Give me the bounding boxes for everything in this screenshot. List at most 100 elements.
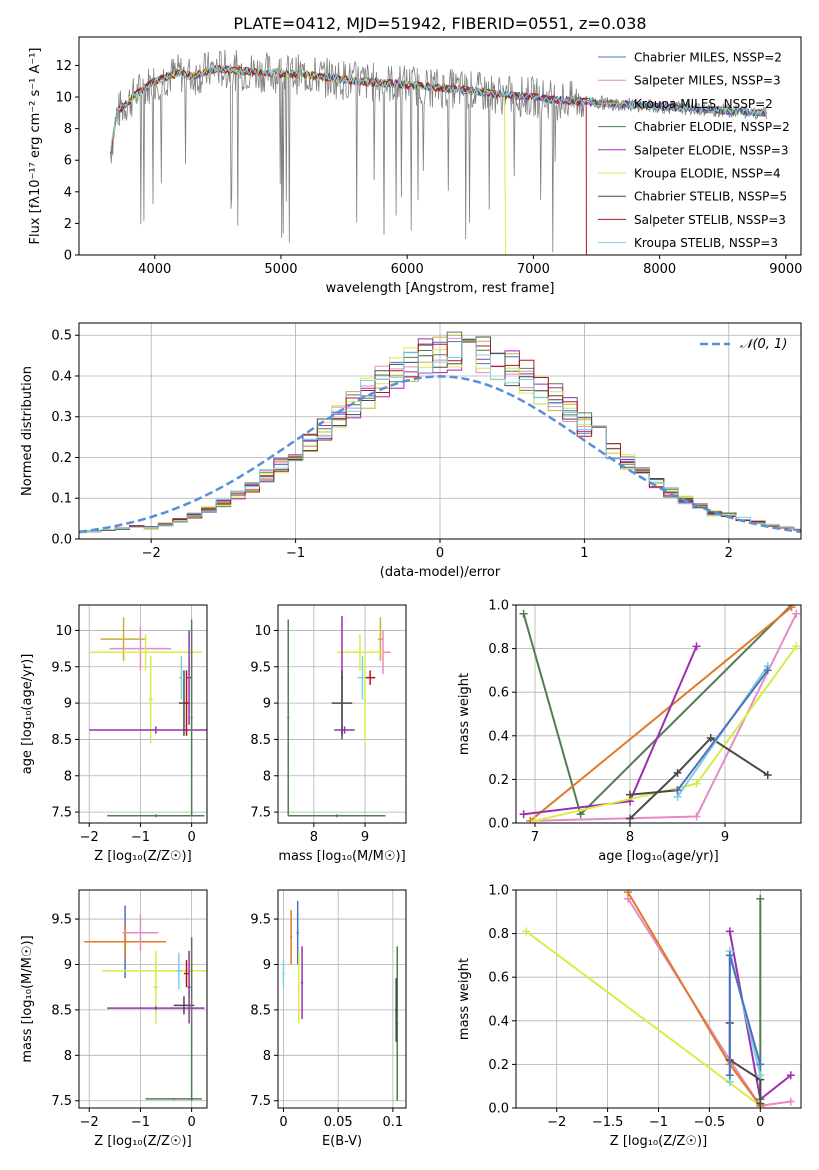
x-axis-label: wavelength [Angstrom, rest frame] [326, 281, 555, 296]
x-axis-label: E(B-V) [322, 1134, 362, 1149]
error-bar-point [190, 619, 193, 816]
x-axis-label: Z [log₁₀(Z/Z☉)] [94, 849, 191, 864]
error-bar-point [290, 909, 293, 965]
plot-area [79, 323, 801, 539]
series-marker [522, 927, 531, 936]
series-marker [756, 894, 765, 903]
y-tick-label: 8 [64, 1049, 72, 1064]
y-tick-label: 0.4 [488, 1014, 509, 1029]
legend-label: Chabrier ELODIE, NSSP=2 [634, 120, 790, 134]
figure-title: PLATE=0412, MJD=51942, FIBERID=0551, z=0… [233, 14, 646, 33]
plot-area [110, 49, 767, 255]
panel-residuals: −2 −1 0 1 2 0.0 0.1 0.2 0.3 0.4 0.5 (data-model)/er… [20, 322, 802, 580]
y-tick-label: 8 [263, 769, 271, 784]
axes-frame [277, 604, 407, 824]
x-tick-label: 9000 [769, 262, 802, 277]
x-tick-label: −0.5 [694, 1115, 726, 1130]
histogram-salpeter_elodie [79, 338, 801, 533]
x-tick-label: 2 [725, 546, 733, 561]
series-marker [725, 1071, 734, 1080]
y-tick-label: 9 [263, 697, 271, 712]
axes-frame [78, 889, 208, 1109]
plot-area [278, 890, 406, 1108]
x-tick-label: −2 [80, 1115, 99, 1130]
series-marker [519, 810, 528, 819]
series-marker [786, 1097, 795, 1106]
error-bar-point [84, 925, 167, 959]
legend-label: Salpeter MILES, NSSP=3 [634, 74, 781, 88]
x-tick-label: −1 [649, 1115, 668, 1130]
series-marker [623, 890, 632, 897]
spectrum-model-line-kroupa_stelib [110, 64, 767, 153]
series-marker [756, 1060, 765, 1069]
series-marker [706, 733, 715, 742]
x-tick-label: 7000 [517, 262, 550, 277]
error-bar-point [364, 655, 367, 744]
y-axis-label: Flux [fλ10⁻¹⁷ erg cm⁻² s⁻¹ A⁻¹] [28, 48, 43, 245]
error-bar-point [186, 630, 192, 725]
y-tick-label: 10 [55, 91, 72, 106]
y-axis-label: mass weight [457, 673, 472, 755]
legend-label: Salpeter STELIB, NSSP=3 [634, 213, 786, 227]
series-line-chabrier_stelib [629, 736, 769, 820]
axes-frame [78, 604, 208, 824]
x-tick-label: 0 [279, 1115, 287, 1130]
x-tick-label: 9 [721, 830, 729, 845]
y-tick-label: 4 [64, 185, 72, 200]
x-tick-label: 1 [580, 546, 588, 561]
y-axis-label: Normed distribution [20, 366, 35, 496]
x-tick-label: −1 [286, 546, 305, 561]
y-tick-label: 8.5 [250, 733, 271, 748]
series-marker [725, 927, 734, 936]
normal-curve [79, 375, 801, 534]
x-tick-label: −1 [131, 1115, 150, 1130]
y-tick-label: 8.5 [51, 733, 72, 748]
histogram-kroupa_stelib [79, 338, 801, 533]
error-bar-point [100, 617, 147, 661]
y-tick-label: 7.5 [51, 1094, 72, 1109]
plot-area [278, 605, 406, 823]
axes-frame [78, 36, 802, 256]
y-tick-label: 0.4 [51, 369, 72, 384]
histogram-chabrier_miles [79, 341, 801, 534]
series-marker [763, 666, 772, 675]
x-tick-label: 0 [187, 1115, 195, 1130]
spectrum-data-line [110, 49, 767, 253]
x-axis-label: mass [log₁₀(M/M☉)] [278, 849, 405, 864]
series-marker [519, 609, 528, 618]
panel-mass_vs_ebv: 0 0.05 0.1 7.5 8 8.5 9 9.5 E(B-V) [250, 889, 407, 1149]
y-tick-label: 12 [55, 59, 72, 74]
y-tick-label: 8.5 [51, 1003, 72, 1018]
series-marker [626, 790, 634, 799]
legend-label: Chabrier STELIB, NSSP=5 [634, 190, 787, 204]
error-bar-point [89, 634, 202, 671]
y-tick-label: 0.4 [488, 729, 509, 744]
y-tick-label: 0.5 [51, 329, 72, 344]
series-marker [692, 779, 701, 788]
series-marker [792, 609, 801, 618]
plot-area [516, 605, 801, 823]
y-tick-label: 9 [263, 958, 271, 973]
plot-area [79, 890, 207, 1108]
error-bar-point [183, 959, 190, 988]
y-tick-label: 0.0 [488, 817, 509, 832]
error-bar-point [336, 634, 383, 671]
series-line-orange [529, 606, 793, 822]
x-tick-label: 0.1 [383, 1115, 404, 1130]
error-bar-point [365, 670, 376, 685]
y-tick-label: 8.5 [250, 1003, 271, 1018]
y-tick-label: 0.6 [488, 971, 509, 986]
error-bar-point [183, 670, 190, 736]
plot-area [79, 605, 207, 823]
x-axis-label: age [log₁₀(age/yr)] [598, 849, 719, 864]
axes-frame [277, 889, 407, 1109]
y-tick-label: 9.5 [51, 913, 72, 928]
series-marker [692, 812, 701, 821]
x-tick-label: 0 [756, 1115, 764, 1130]
y-tick-label: 0.0 [488, 1102, 509, 1117]
x-tick-label: −1.5 [592, 1115, 624, 1130]
series-marker [756, 1099, 765, 1108]
x-tick-label: 0 [187, 830, 195, 845]
error-bar-point [176, 952, 182, 990]
error-bar-point [287, 619, 290, 816]
